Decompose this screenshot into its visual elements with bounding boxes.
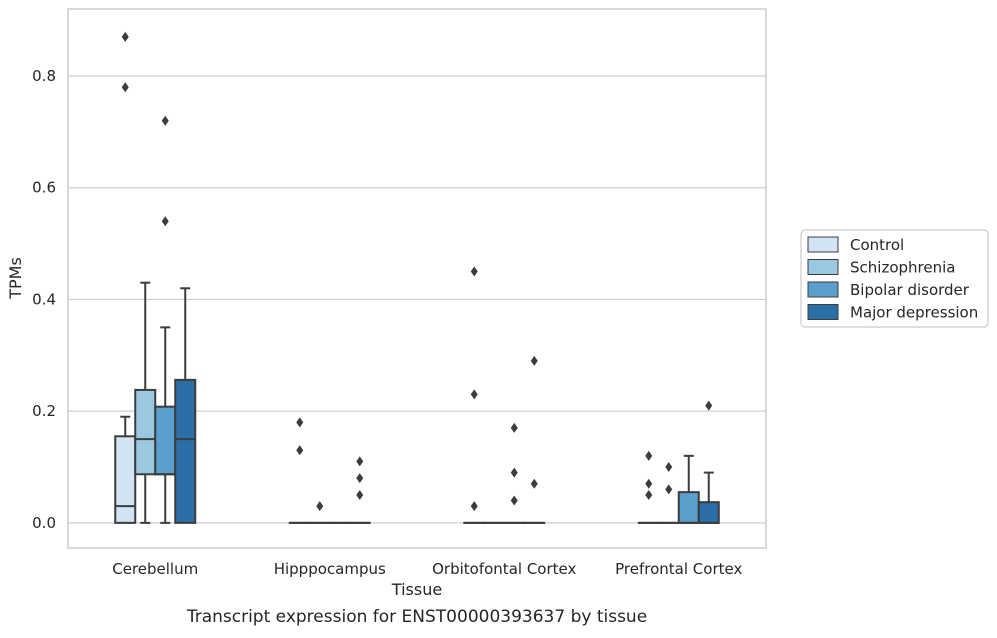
outlier-point xyxy=(665,484,672,494)
box-group xyxy=(464,267,484,523)
x-tick-label: Prefrontal Cortex xyxy=(615,560,742,578)
outlier-point xyxy=(316,501,323,511)
box-group xyxy=(350,456,370,522)
outlier-point xyxy=(471,267,478,277)
box-group xyxy=(524,356,544,523)
box-group xyxy=(679,456,699,523)
legend-swatch xyxy=(808,305,838,320)
outlier-point xyxy=(511,468,518,478)
outlier-point xyxy=(511,496,518,506)
y-tick-label: 0.2 xyxy=(32,402,56,420)
box-group xyxy=(155,116,175,523)
outlier-point xyxy=(162,116,169,126)
outlier-point xyxy=(471,389,478,399)
box-group xyxy=(659,462,679,523)
outlier-point xyxy=(645,451,652,461)
box xyxy=(155,407,175,475)
outlier-point xyxy=(531,479,538,489)
box-group xyxy=(115,32,135,523)
box-group xyxy=(639,451,659,523)
x-tick-label: Orbitofontal Cortex xyxy=(432,560,576,578)
y-tick-label: 0.4 xyxy=(32,290,56,308)
box xyxy=(135,390,155,474)
box xyxy=(115,436,135,523)
box-group xyxy=(135,283,155,523)
outlier-point xyxy=(531,356,538,366)
box-layer xyxy=(115,32,719,523)
outlier-point xyxy=(122,82,129,92)
box-group xyxy=(504,423,524,523)
box xyxy=(679,492,699,523)
outlier-point xyxy=(356,473,363,483)
outlier-point xyxy=(296,417,303,427)
box-group xyxy=(310,501,330,523)
outlier-point xyxy=(356,490,363,500)
x-axis-label: Tissue xyxy=(391,580,442,599)
y-tick-label: 0.0 xyxy=(32,514,56,532)
box-group xyxy=(175,288,195,523)
outlier-point xyxy=(296,445,303,455)
legend-swatch xyxy=(808,260,838,275)
legend-label: Major depression xyxy=(850,304,978,322)
legend-swatch xyxy=(808,282,838,297)
outlier-point xyxy=(356,456,363,466)
chart-caption: Transcript expression for ENST0000039363… xyxy=(186,607,647,627)
outlier-point xyxy=(511,423,518,433)
y-axis-label: TPMs xyxy=(6,257,25,300)
legend-label: Control xyxy=(850,236,904,254)
box-group xyxy=(290,417,310,523)
outlier-point xyxy=(705,401,712,411)
x-tick-label: Hipppocampus xyxy=(274,560,386,578)
outlier-point xyxy=(645,479,652,489)
box xyxy=(175,380,195,523)
legend-swatch xyxy=(808,237,838,252)
box-group xyxy=(699,401,719,523)
axis-layer: 0.0 0.2 0.4 0.6 0.8 Cerebellum Hipppocampus Orb… xyxy=(32,67,742,578)
outlier-point xyxy=(162,216,169,226)
box xyxy=(699,502,719,523)
legend-label: Schizophrenia xyxy=(850,259,955,277)
legend-label: Bipolar disorder xyxy=(850,281,970,299)
outlier-point xyxy=(645,490,652,500)
legend: Control Schizophrenia Bipolar disorder Majo… xyxy=(801,230,988,327)
y-tick-label: 0.8 xyxy=(32,67,56,85)
outlier-point xyxy=(122,32,129,42)
outlier-point xyxy=(471,501,478,511)
y-tick-label: 0.6 xyxy=(32,179,56,197)
outlier-point xyxy=(665,462,672,472)
x-tick-label: Cerebellum xyxy=(112,560,198,578)
